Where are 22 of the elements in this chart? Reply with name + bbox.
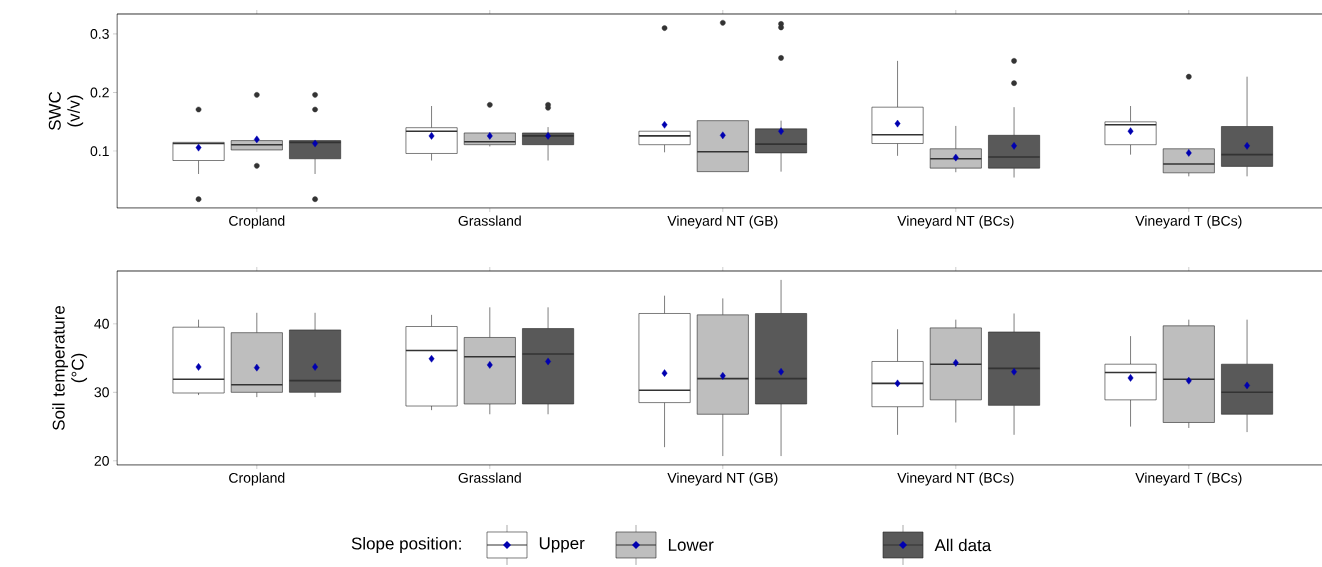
y-tick-label: 0.1	[90, 146, 109, 157]
x-tick-label: Vineyard NT (GB)	[667, 472, 778, 486]
legend-label: All data	[934, 538, 992, 552]
x-tick-label: Cropland	[229, 215, 285, 229]
x-tick-label: Vineyard T (BCs)	[1135, 215, 1242, 229]
y-axis-title: SWC (v/v)	[48, 91, 84, 131]
y-tick-label: 30	[94, 387, 109, 398]
x-tick-label: Grassland	[458, 215, 521, 226]
legend-title: Slope position:	[351, 537, 461, 553]
y-tick-label: 0.2	[90, 87, 109, 98]
x-tick-label: Vineyard NT (BCs)	[897, 215, 1014, 229]
x-tick-label: Vineyard NT (GB)	[667, 215, 778, 229]
x-tick-label: Cropland	[229, 472, 285, 486]
y-tick-label: 0.3	[90, 28, 109, 39]
x-tick-label: Vineyard NT (BCs)	[897, 472, 1014, 486]
y-tick-label: 40	[94, 318, 109, 329]
legend-label: Upper	[539, 537, 585, 553]
x-tick-label: Grassland	[458, 472, 521, 483]
y-axis-title: Soil temperature (°C)	[52, 305, 88, 431]
legend-label: Lower	[668, 539, 714, 551]
x-tick-label: Vineyard T (BCs)	[1135, 472, 1242, 486]
y-tick-label: 20	[94, 455, 109, 466]
